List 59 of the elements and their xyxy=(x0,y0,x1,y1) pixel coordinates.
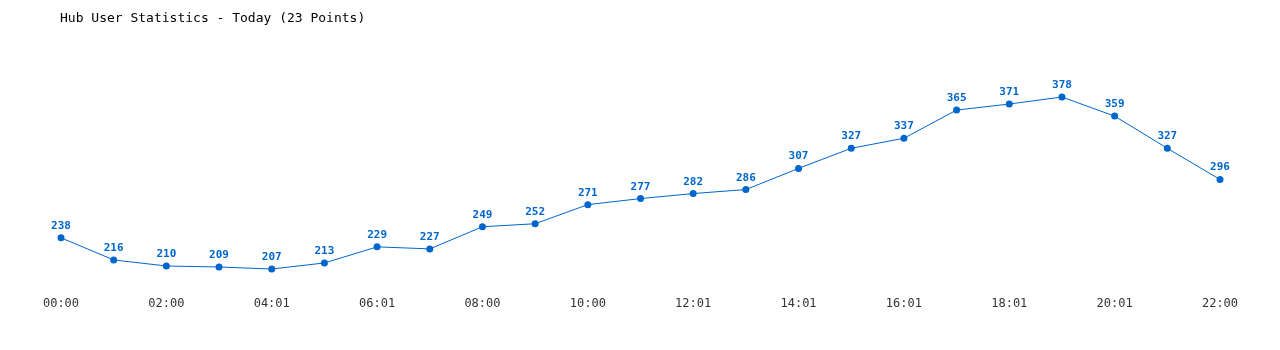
data-label: 216 xyxy=(103,240,124,254)
point xyxy=(1216,175,1224,183)
data-label: 249 xyxy=(472,207,493,221)
x-tick-label: 16:01 xyxy=(885,296,922,310)
data-label: 359 xyxy=(1104,97,1125,111)
x-tick-label: 20:01 xyxy=(1096,296,1133,310)
x-tick-label: 08:00 xyxy=(464,296,501,310)
point xyxy=(162,262,170,270)
x-tick-label: 22:00 xyxy=(1201,296,1239,310)
data-label: 209 xyxy=(209,247,229,261)
point xyxy=(1163,144,1171,152)
data-label: 378 xyxy=(1052,78,1072,91)
x-tick-label: 06:01 xyxy=(359,296,396,310)
data-label: 213 xyxy=(314,243,335,257)
point xyxy=(373,243,381,251)
x-tick-label: 12:01 xyxy=(675,296,712,310)
point xyxy=(637,195,644,203)
data-label: 277 xyxy=(630,179,651,193)
data-label: 296 xyxy=(1210,160,1231,174)
data-label: 327 xyxy=(1157,129,1178,143)
x-tick-label: 04:01 xyxy=(253,296,290,310)
data-label: 371 xyxy=(999,85,1020,99)
x-tick-label: 18:01 xyxy=(991,296,1028,310)
point xyxy=(531,220,539,228)
point xyxy=(847,144,855,152)
chart-title: Hub User Statistics - Today (23 Points) xyxy=(60,10,366,25)
point xyxy=(320,259,328,267)
point xyxy=(1058,93,1066,101)
data-label: 365 xyxy=(946,91,967,105)
point xyxy=(215,263,223,271)
point xyxy=(1005,100,1013,108)
data-label: 227 xyxy=(419,229,440,243)
point xyxy=(57,234,65,242)
point xyxy=(953,106,961,114)
point xyxy=(900,134,908,142)
data-label: 337 xyxy=(893,119,914,133)
point xyxy=(268,265,276,273)
data-label: 238 xyxy=(51,218,71,232)
data-label: 252 xyxy=(525,204,546,218)
point xyxy=(795,164,803,172)
data-label: 271 xyxy=(577,185,599,199)
data-label: 229 xyxy=(367,227,388,241)
x-tick-label: 00:00 xyxy=(42,296,80,310)
x-tick-label: 14:01 xyxy=(780,296,817,310)
point xyxy=(689,190,697,198)
data-label: 207 xyxy=(261,250,282,263)
point xyxy=(742,186,750,194)
data-label: 286 xyxy=(735,170,757,184)
point xyxy=(110,256,118,264)
x-tick-label: 10:00 xyxy=(569,296,606,310)
data-label: 282 xyxy=(683,174,704,188)
point xyxy=(478,223,486,231)
data-label: 327 xyxy=(841,129,862,143)
point xyxy=(426,245,434,253)
point xyxy=(1111,112,1119,120)
point xyxy=(584,201,592,209)
data-label: 307 xyxy=(788,149,809,163)
x-tick-label: 02:00 xyxy=(148,296,185,310)
data-label: 210 xyxy=(156,246,177,260)
